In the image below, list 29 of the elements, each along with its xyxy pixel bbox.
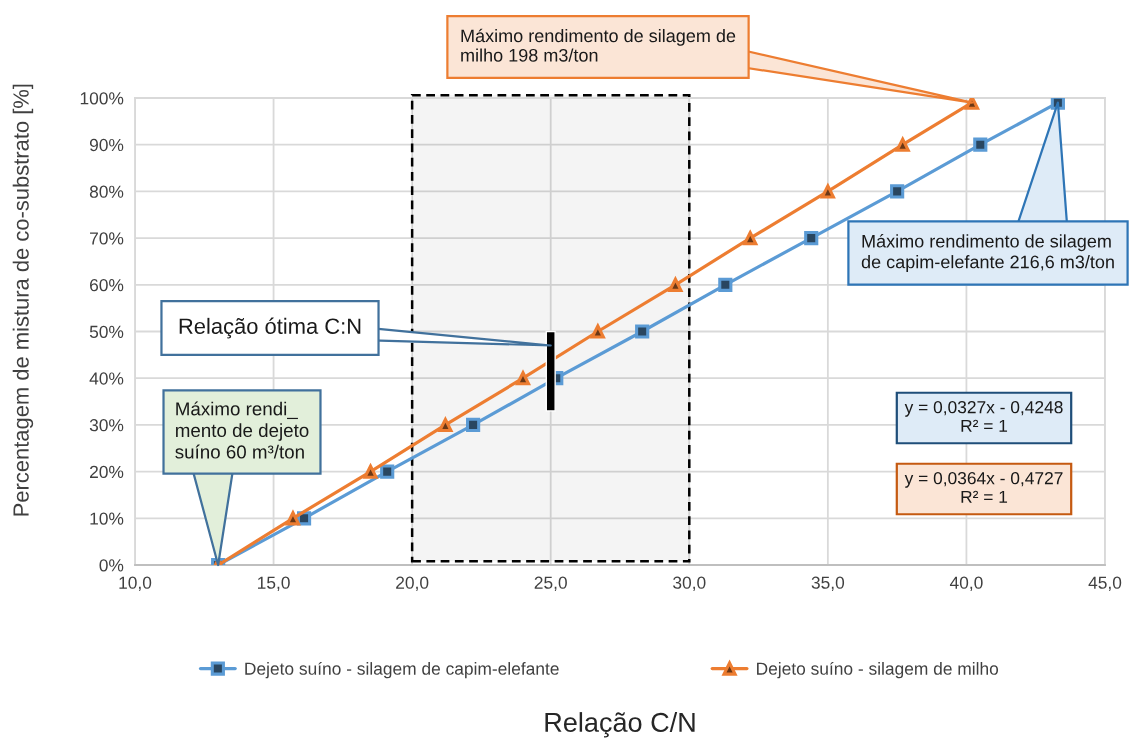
x-tick-label: 15,0: [258, 576, 290, 591]
x-tick-label: 10,0: [119, 576, 152, 591]
y-tick-label: 90%: [89, 138, 124, 152]
y-tick-label: 60%: [90, 278, 124, 292]
annotation: Máximo rendi_ mento de dejeto suíno 60 m³/ton: [175, 401, 309, 459]
x-tick-label: 25,0: [534, 576, 567, 591]
x-axis-title: Relação C/N: [545, 712, 695, 738]
y-tick-label: 50%: [89, 325, 124, 338]
x-tick-label: 20,0: [396, 576, 429, 591]
annotation: Máximo rendimento de silagem de capim-elefante 216,6 m3/ton: [861, 234, 1114, 272]
annotation: Relação ótima C:N: [179, 317, 361, 339]
x-tick-label: 45,0: [1088, 576, 1122, 591]
x-tick-label: 35,0: [811, 576, 845, 591]
y-tick-label: 100%: [80, 92, 124, 105]
annotation: y = 0,0327x - 0,4248 R² = 1: [904, 401, 1063, 432]
x-tick-label: 40,0: [949, 576, 983, 591]
legend-label: Dejeto suíno - silagem de milho: [757, 661, 999, 679]
y-tick-label: 20%: [90, 465, 124, 479]
y-tick-label: 0%: [99, 559, 124, 572]
x-tick-label: 30,0: [673, 576, 706, 591]
y-tick-label: 70%: [90, 232, 124, 245]
y-tick-label: 80%: [89, 185, 124, 198]
y-tick-label: 40%: [89, 372, 124, 385]
legend-label: Dejeto suíno - silagem de capim-elefante: [245, 661, 559, 679]
y-axis-title: Percentagem de mistura de co-substrato [%]: [12, 84, 34, 516]
y-tick-label: 10%: [90, 512, 124, 525]
annotation: Máximo rendimento de silagem de milho 198 m3/ton: [461, 28, 736, 62]
y-tick-label: 30%: [89, 419, 124, 432]
annotation: y = 0,0364x - 0,4727 R² = 1: [904, 472, 1063, 503]
